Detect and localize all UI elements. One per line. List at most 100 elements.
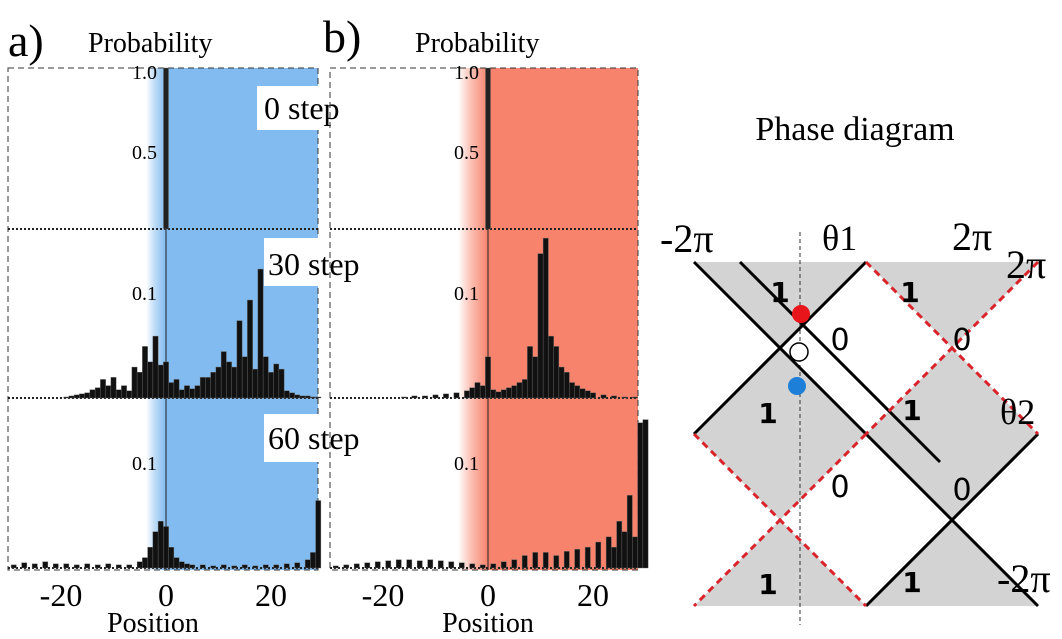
histogram-bar [537, 253, 544, 399]
histogram-bar [364, 562, 371, 569]
histogram-bar [199, 377, 206, 399]
histogram-bar [411, 395, 418, 399]
phase-region-shade [694, 520, 866, 606]
phase-region-label: 0 [830, 323, 849, 358]
panel-a-xlabel: Position [107, 608, 199, 639]
histogram-bar [569, 382, 575, 399]
histogram-bar [157, 364, 164, 399]
histogram-bar [479, 564, 486, 569]
histogram-bar [304, 559, 311, 569]
panel-a-row3-ytick: 0.1 [132, 453, 157, 475]
histogram-bar [52, 563, 59, 569]
panel-b-ylabel: Probability [415, 28, 539, 59]
histogram-bar [500, 561, 507, 569]
panel-b-xtick: 20 [577, 577, 609, 613]
histogram-bar [136, 372, 143, 399]
histogram-bar [490, 563, 497, 569]
histogram-bar [427, 559, 434, 569]
histogram-bar [458, 562, 465, 569]
phase-point-open [789, 342, 809, 362]
histogram-bar [432, 394, 439, 399]
panel-a-row3-label-box [264, 414, 378, 462]
histogram-bar [100, 379, 106, 399]
histogram-bar [542, 237, 549, 399]
panel-b-row3-ytick: 0.1 [454, 453, 479, 475]
phase-solid-line [864, 432, 1040, 608]
panel-b-row1-bars [485, 67, 491, 230]
histogram-bar [189, 388, 196, 399]
panel-a-frame [7, 67, 319, 571]
histogram-bar [616, 521, 623, 569]
histogram-bar [241, 356, 248, 399]
histogram-bar [168, 547, 175, 569]
histogram-bar [236, 320, 243, 399]
histogram-bar [226, 361, 232, 399]
histogram-bar [464, 390, 470, 399]
panel-a-row2-bars [63, 268, 322, 399]
histogram-bar [563, 551, 570, 569]
histogram-bar [611, 395, 617, 399]
phase-dashed-line [864, 260, 1040, 436]
histogram-bar [157, 521, 164, 569]
histogram-bar [416, 560, 423, 569]
panel-a-row2-ytick: 0.1 [132, 283, 157, 305]
histogram-bar [558, 366, 565, 399]
phase-theta2-label: θ2 [1000, 392, 1035, 432]
histogram-bar [527, 346, 533, 399]
histogram-bar [532, 552, 539, 569]
histogram-bar [490, 389, 497, 399]
panel-a-ylabel: Probability [88, 28, 212, 59]
panel-a-row1-bars [163, 67, 169, 230]
histogram-bar [500, 389, 507, 399]
histogram-bar [443, 393, 449, 399]
histogram-bar [469, 563, 476, 569]
histogram-bar [184, 385, 190, 399]
histogram-bar [163, 526, 169, 569]
histogram-bar [63, 396, 70, 399]
phase-dashed-lines [692, 260, 1040, 608]
panel-a-band [166, 68, 318, 570]
histogram-bar [406, 559, 413, 569]
histogram-bar [315, 500, 322, 569]
histogram-bar [210, 565, 217, 569]
histogram-bar [294, 562, 301, 569]
histogram-bar [178, 389, 185, 399]
phase-point-red [792, 305, 810, 323]
phase-region-shade [866, 262, 1038, 348]
histogram-bar [262, 564, 269, 569]
histogram-bar [184, 563, 190, 569]
histogram-bar [173, 379, 180, 399]
histogram-bar [511, 385, 518, 399]
histogram-bar [553, 555, 560, 569]
histogram-bar [257, 268, 264, 399]
histogram-bar [136, 561, 143, 569]
panel-a-xtick: 20 [255, 577, 287, 613]
histogram-bar [310, 552, 316, 569]
histogram-bar [252, 368, 259, 399]
phase-solid-line [738, 260, 942, 464]
histogram-bar [168, 382, 175, 399]
histogram-bar [469, 387, 476, 399]
panel-b: b) Probability 1.0 0.5 0.1 0.1 -20 0 20 … [323, 11, 649, 639]
histogram-bar [642, 419, 649, 569]
histogram-bar [289, 392, 295, 399]
histogram-bar [220, 564, 227, 569]
phase-region-label: 1 [900, 276, 919, 309]
histogram-bar [73, 564, 80, 569]
histogram-bar [199, 564, 206, 569]
histogram-bar [563, 372, 570, 399]
panel-b-row1-ytick: 1.0 [454, 62, 479, 84]
histogram-bar [495, 391, 502, 399]
histogram-bar [10, 564, 17, 569]
histogram-bar [42, 561, 49, 569]
phase-diagram: Phase diagram 1 1 0 0 1 1 0 [660, 111, 1051, 625]
histogram-bar [343, 564, 350, 569]
panel-a-row2-label-box [264, 238, 378, 286]
phase-region-label: 1 [902, 394, 921, 427]
histogram-bar [437, 560, 444, 569]
histogram-bar [178, 561, 185, 569]
phase-region-label: 0 [952, 323, 971, 358]
phase-point-blue [788, 377, 806, 395]
histogram-bar [105, 563, 112, 569]
